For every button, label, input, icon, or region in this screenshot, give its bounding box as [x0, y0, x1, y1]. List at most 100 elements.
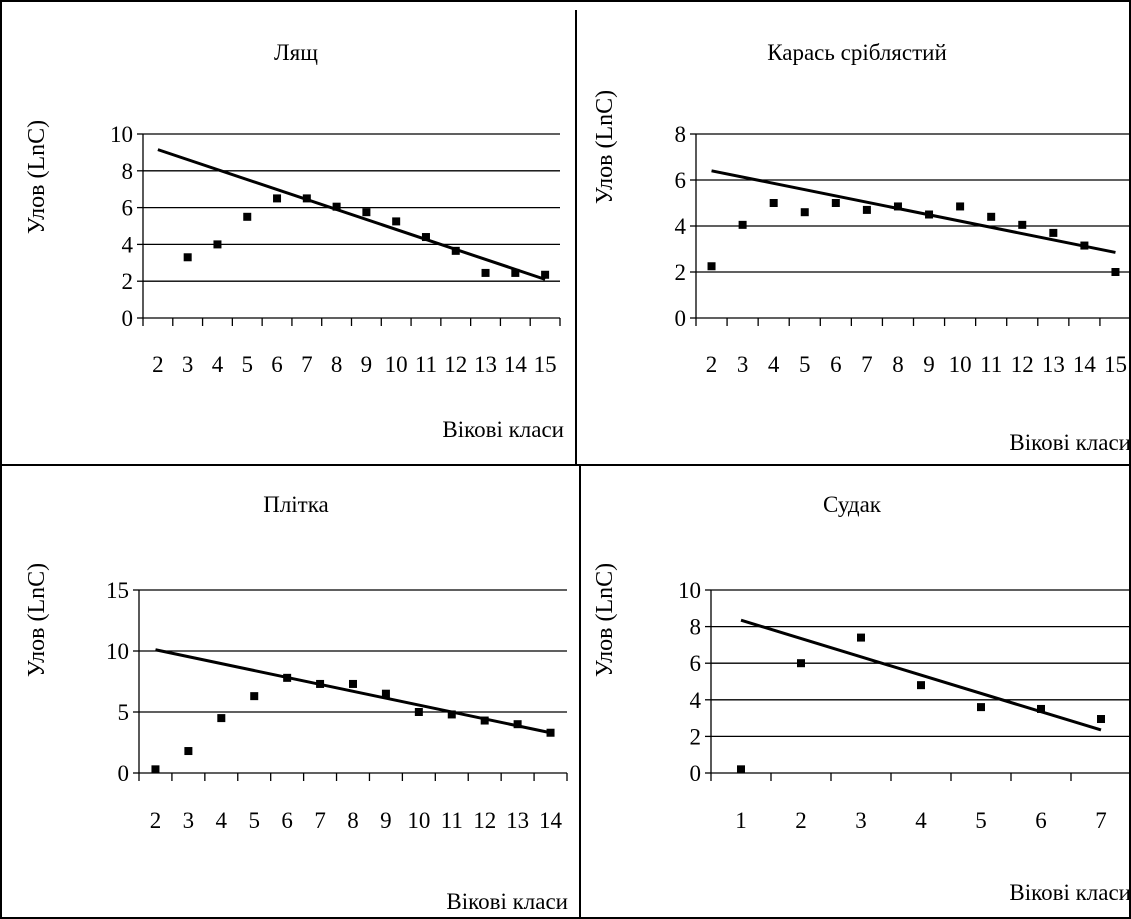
x-tick-label: 8	[892, 352, 904, 377]
x-tick-label: 3	[855, 808, 867, 833]
data-point	[447, 710, 456, 719]
data-point	[392, 217, 401, 226]
x-tick-label: 8	[347, 808, 359, 833]
x-tick-label: 14	[539, 808, 563, 833]
x-tick-label: 12	[473, 808, 496, 833]
x-tick-label: 2	[152, 352, 164, 377]
chart-panel-plitka: Плітка Улов (LnC) Вікові класи 0 5 10 15 2 3 4…	[24, 492, 568, 914]
y-tick-label: 10	[106, 639, 129, 664]
y-axis-label: Улов (LnC)	[592, 90, 618, 204]
x-tick-label: 10	[407, 808, 430, 833]
data-point	[480, 716, 489, 725]
x-tick-label: 6	[271, 352, 283, 377]
data-point	[1018, 220, 1027, 229]
chart-title: Лящ	[274, 40, 318, 65]
y-tick-label: 5	[118, 700, 130, 725]
x-axis-label: Вікові класи	[1009, 430, 1131, 455]
y-tick-label: 2	[122, 269, 134, 294]
x-tick-label: 5	[242, 352, 254, 377]
x-tick-label: 13	[474, 352, 497, 377]
y-tick-label: 0	[690, 761, 702, 786]
data-point	[797, 659, 805, 668]
data-point	[217, 714, 226, 723]
x-tick-label: 13	[506, 808, 529, 833]
data-point	[451, 246, 460, 255]
x-tick-label: 2	[150, 808, 162, 833]
data-point	[513, 720, 522, 729]
data-point	[1080, 241, 1089, 250]
chart-panel-karas: Карась сріблястий Улов (LnC) Вікові клас…	[592, 40, 1131, 455]
x-axis-label: Вікові класи	[446, 889, 568, 914]
x-tick-label: 11	[415, 352, 437, 377]
data-point	[987, 212, 996, 221]
chart-title: Судак	[823, 492, 882, 517]
x-tick-label: 11	[980, 352, 1002, 377]
data-point	[707, 262, 716, 271]
y-tick-label: 15	[106, 578, 129, 603]
y-tick-label: 6	[675, 168, 687, 193]
data-point	[183, 253, 192, 262]
x-axis-label: Вікові класи	[442, 417, 564, 442]
data-point	[184, 747, 193, 756]
x-tick-label: 4	[212, 352, 224, 377]
x-tick-label: 3	[182, 352, 194, 377]
data-point	[917, 681, 925, 690]
data-point	[831, 199, 840, 207]
data-point	[302, 194, 311, 203]
data-point	[421, 233, 430, 242]
data-point	[737, 765, 745, 774]
data-point	[977, 703, 985, 712]
x-tick-label: 15	[1104, 352, 1127, 377]
y-tick-label: 8	[122, 159, 134, 184]
data-point	[481, 268, 490, 277]
x-tick-label: 5	[799, 352, 811, 377]
x-tick-label: 9	[361, 352, 373, 377]
y-tick-label: 10	[110, 122, 133, 147]
y-tick-label: 6	[122, 196, 134, 221]
x-tick-label: 12	[444, 352, 467, 377]
y-tick-label: 0	[675, 306, 687, 331]
chart-title: Плітка	[263, 492, 329, 517]
data-point	[925, 210, 934, 219]
x-tick-label: 9	[923, 352, 935, 377]
trendline	[711, 169, 1116, 254]
y-tick-label: 6	[690, 651, 702, 676]
y-tick-label: 4	[690, 688, 702, 713]
trendline	[157, 148, 546, 281]
data-point	[316, 679, 325, 688]
x-tick-label: 3	[183, 808, 195, 833]
data-point	[541, 270, 550, 279]
chart-title: Карась сріблястий	[767, 40, 947, 65]
x-tick-label: 9	[380, 808, 392, 833]
x-tick-label: 7	[861, 352, 873, 377]
x-tick-label: 4	[768, 352, 780, 377]
y-tick-label: 4	[675, 214, 687, 239]
data-point	[381, 689, 390, 698]
data-point	[349, 679, 357, 688]
data-point	[213, 240, 222, 249]
data-point	[151, 765, 160, 774]
x-tick-label: 10	[385, 352, 408, 377]
data-point	[738, 220, 747, 229]
data-point	[414, 708, 423, 716]
data-point	[857, 633, 865, 642]
x-tick-label: 2	[795, 808, 807, 833]
data-point	[362, 208, 371, 217]
y-tick-label: 4	[122, 232, 134, 257]
data-point	[1049, 228, 1058, 237]
trendline	[155, 648, 551, 735]
x-tick-label: 12	[1011, 352, 1034, 377]
x-tick-label: 7	[1095, 808, 1107, 833]
x-tick-label: 7	[314, 808, 326, 833]
y-axis-label: Улов (LnC)	[24, 563, 50, 677]
x-tick-label: 14	[504, 352, 528, 377]
data-point	[1097, 715, 1105, 724]
x-tick-label: 5	[248, 808, 260, 833]
x-tick-label: 10	[949, 352, 972, 377]
data-point	[511, 268, 520, 277]
data-point	[546, 728, 555, 737]
